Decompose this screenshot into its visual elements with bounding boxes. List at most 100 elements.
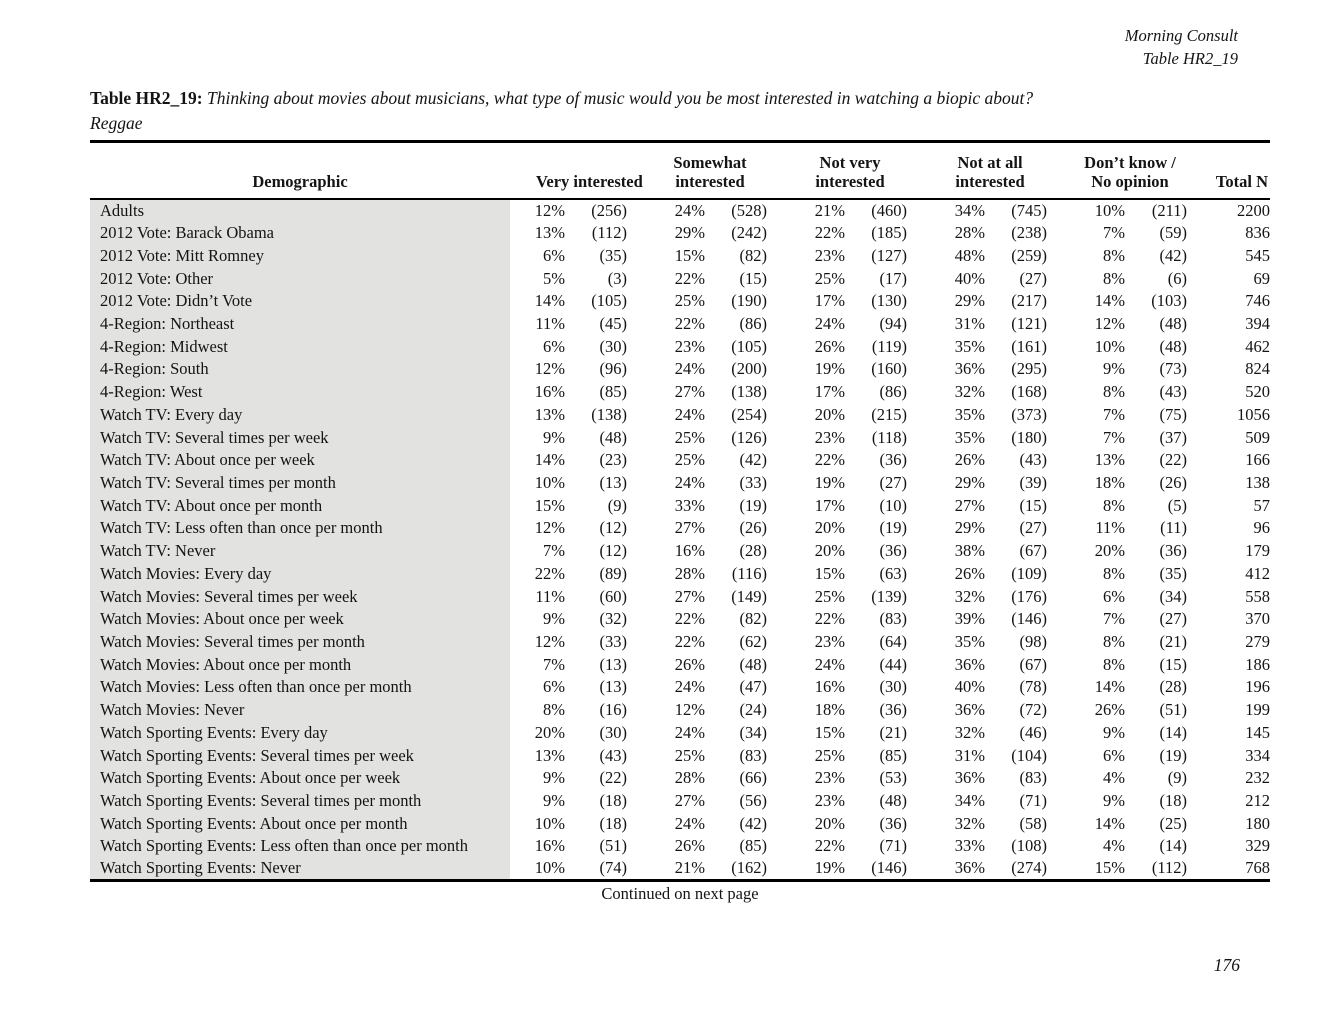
cell-very-pct: 20%: [534, 722, 565, 742]
cell-very-n: (18): [599, 813, 628, 833]
cell-notvery-pct: 18%: [814, 700, 845, 720]
cell-notvery-n: (36): [879, 813, 908, 833]
cell-very-n: (18): [599, 791, 628, 811]
cell-very-n: (45): [599, 313, 628, 333]
cell-notatall-n: (78): [1019, 677, 1048, 697]
table-row: Watch TV: About once per month 15% (9) 33% (…: [90, 494, 1270, 518]
cell-very-n: (96): [599, 359, 628, 379]
cell-notatall-pct: 29%: [954, 518, 985, 538]
cell-somewhat-n: (190): [731, 291, 767, 311]
cell-somewhat-pct: 21%: [674, 858, 705, 878]
col-header-not-at-all-interested: Not at all interested: [907, 141, 1047, 200]
cell-very-n: (48): [599, 427, 628, 447]
cell-dontknow-pct: 8%: [1103, 654, 1125, 674]
table-row: 2012 Vote: Didn’t Vote 14% (105) 25% (190) 17…: [90, 289, 1270, 313]
cell-notvery-pct: 15%: [814, 722, 845, 742]
cell-somewhat-n: (34): [739, 722, 768, 742]
cell-notatall-pct: 40%: [954, 268, 985, 288]
cell-notvery-pct: 21%: [814, 200, 845, 220]
cell-somewhat-pct: 26%: [674, 836, 705, 856]
cell-notatall-n: (104): [1011, 745, 1047, 765]
table-row: 2012 Vote: Barack Obama 13% (112) 29% (242) 2…: [90, 221, 1270, 245]
crosstab-table: Demographic Very interested Somewhat int…: [90, 140, 1271, 883]
cell-notatall-n: (274): [1011, 858, 1047, 878]
cell-notatall-n: (98): [1019, 632, 1048, 652]
cell-total-n: 824: [1245, 359, 1270, 379]
cell-notvery-n: (48): [879, 791, 908, 811]
cell-notatall-n: (259): [1011, 245, 1047, 265]
cell-notatall-n: (27): [1019, 518, 1048, 538]
cell-dontknow-n: (18): [1159, 791, 1188, 811]
cell-total-n: 69: [1253, 268, 1271, 288]
cell-dontknow-pct: 9%: [1103, 791, 1125, 811]
cell-very-n: (256): [591, 200, 627, 220]
cell-notatall-n: (373): [1011, 404, 1047, 424]
cell-very-pct: 13%: [534, 223, 565, 243]
cell-notvery-pct: 22%: [814, 836, 845, 856]
cell-dontknow-pct: 14%: [1094, 677, 1125, 697]
cell-somewhat-n: (83): [739, 745, 768, 765]
cell-dontknow-pct: 13%: [1094, 450, 1125, 470]
cell-notvery-pct: 17%: [814, 382, 845, 402]
cell-notvery-n: (94): [879, 313, 908, 333]
cell-somewhat-pct: 23%: [674, 336, 705, 356]
cell-very-pct: 14%: [534, 291, 565, 311]
cell-notvery-n: (185): [871, 223, 907, 243]
cell-dontknow-pct: 26%: [1094, 700, 1125, 720]
cell-very-n: (9): [607, 495, 627, 515]
cell-total-n: 166: [1245, 450, 1270, 470]
cell-demographic: 2012 Vote: Mitt Romney: [90, 244, 510, 268]
cell-dontknow-pct: 15%: [1094, 858, 1125, 878]
cell-somewhat-pct: 27%: [674, 382, 705, 402]
cell-demographic: Watch TV: Every day: [90, 403, 510, 427]
cell-notatall-n: (72): [1019, 700, 1048, 720]
table-row: 4-Region: Northeast 11% (45) 22% (86) 24% (94)…: [90, 312, 1270, 336]
cell-somewhat-n: (62): [739, 632, 768, 652]
table-row: Watch Sporting Events: About once per we…: [90, 766, 1270, 790]
cell-notvery-pct: 22%: [814, 450, 845, 470]
source-name: Morning Consult: [1124, 26, 1238, 45]
cell-notatall-pct: 48%: [954, 245, 985, 265]
cell-notatall-pct: 36%: [954, 654, 985, 674]
cell-demographic: Watch TV: About once per week: [90, 448, 510, 472]
cell-dontknow-pct: 18%: [1094, 472, 1125, 492]
cell-somewhat-pct: 12%: [674, 700, 705, 720]
cell-notvery-pct: 23%: [814, 768, 845, 788]
continued-note: Continued on next page: [601, 884, 759, 903]
cell-very-pct: 5%: [543, 268, 565, 288]
cell-notvery-n: (119): [871, 336, 907, 356]
cell-somewhat-n: (105): [731, 336, 767, 356]
cell-notvery-n: (85): [879, 745, 908, 765]
cell-notatall-n: (217): [1011, 291, 1047, 311]
table-title: Table HR2_19: Thinking about movies abou…: [90, 86, 1280, 136]
cell-dontknow-n: (48): [1159, 336, 1188, 356]
cell-somewhat-n: (149): [731, 586, 767, 606]
col-header-very-interested: Very interested: [510, 141, 643, 200]
cell-demographic: Watch Sporting Events: Several times per…: [90, 789, 510, 813]
cell-very-n: (23): [599, 450, 628, 470]
cell-somewhat-pct: 24%: [674, 472, 705, 492]
cell-notatall-pct: 32%: [954, 722, 985, 742]
cell-somewhat-n: (116): [731, 563, 767, 583]
col-header-dont-know-no-opinion: Don’t know / No opinion: [1047, 141, 1187, 200]
cell-notatall-pct: 27%: [954, 495, 985, 515]
header-line-2: No opinion: [1091, 172, 1169, 191]
cell-somewhat-n: (85): [739, 836, 768, 856]
cell-dontknow-pct: 8%: [1103, 382, 1125, 402]
cell-somewhat-pct: 27%: [674, 518, 705, 538]
cell-total-n: 509: [1245, 427, 1270, 447]
cell-very-n: (85): [599, 382, 628, 402]
cell-somewhat-pct: 24%: [674, 677, 705, 697]
col-header-somewhat-interested: Somewhat interested: [627, 141, 767, 200]
cell-notvery-n: (83): [879, 609, 908, 629]
cell-somewhat-pct: 28%: [674, 768, 705, 788]
cell-notatall-n: (39): [1019, 472, 1048, 492]
cell-notvery-pct: 24%: [814, 654, 845, 674]
cell-somewhat-n: (86): [739, 313, 768, 333]
table-row: Watch Movies: Several times per week 11% (…: [90, 585, 1270, 608]
table-title-question: Thinking about movies about musicians, w…: [207, 88, 1034, 108]
cell-very-pct: 8%: [543, 700, 565, 720]
cell-dontknow-n: (59): [1159, 223, 1188, 243]
cell-notvery-pct: 24%: [814, 313, 845, 333]
table-row: Adults 12% (256) 24% (528) 21% (460) 34% (745) 10…: [90, 199, 1270, 222]
